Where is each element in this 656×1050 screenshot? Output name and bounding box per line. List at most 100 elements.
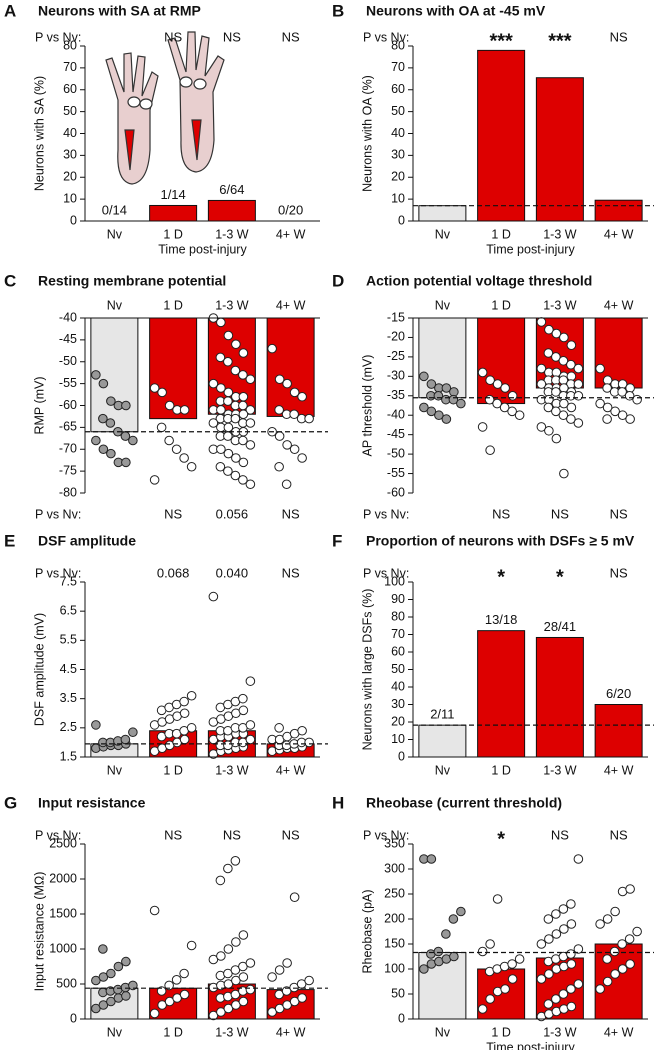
data-point xyxy=(223,431,233,441)
chart-title: Rheobase (current threshold) xyxy=(366,795,562,811)
y-tick-label: 40 xyxy=(391,679,405,693)
bar xyxy=(418,724,467,758)
data-point xyxy=(551,352,561,362)
y-tick-label: 60 xyxy=(63,82,77,96)
data-point xyxy=(171,444,182,455)
y-tick-label: -35 xyxy=(387,388,405,402)
lesion xyxy=(124,129,135,171)
data-point xyxy=(551,994,561,1004)
panel-letter: G xyxy=(4,793,17,812)
data-point xyxy=(98,378,109,389)
data-point xyxy=(179,405,190,415)
data-point xyxy=(419,964,429,974)
y-tick-label: -50 xyxy=(59,354,77,368)
data-point xyxy=(544,324,554,335)
data-point xyxy=(624,934,635,944)
data-point xyxy=(434,410,444,421)
chart-title: DSF amplitude xyxy=(38,533,136,549)
data-point xyxy=(500,383,510,393)
x-tick-label: 1 D xyxy=(163,1025,182,1039)
data-point xyxy=(297,725,307,736)
data-point xyxy=(609,946,620,957)
data-point xyxy=(536,363,547,374)
bar xyxy=(477,49,526,222)
data-point xyxy=(536,939,547,949)
data-point xyxy=(274,723,284,733)
x-axis-label: Time post-injury xyxy=(158,242,247,256)
y-tick-label: 90 xyxy=(391,592,405,606)
x-tick-label: 1 D xyxy=(491,763,510,777)
y-tick-label: 1.5 xyxy=(60,749,77,763)
data-point xyxy=(156,422,167,433)
y-tick-label: 2.5 xyxy=(60,720,77,734)
pad xyxy=(179,76,193,88)
data-point xyxy=(536,379,547,389)
data-point xyxy=(238,996,249,1007)
data-point xyxy=(282,440,292,450)
data-point xyxy=(245,720,256,730)
x-tick-label: 1-3 W xyxy=(543,1025,577,1039)
y-tick-label: 50 xyxy=(63,104,77,118)
data-point xyxy=(625,959,635,969)
data-point xyxy=(558,989,569,999)
significance: 0.040 xyxy=(216,565,249,580)
p-label: P vs Nv: xyxy=(35,828,81,842)
value-label: 1/14 xyxy=(160,187,185,202)
data-point xyxy=(419,402,429,413)
data-point xyxy=(543,348,554,358)
y-axis-label: AP threshold (mV) xyxy=(360,355,374,457)
data-point xyxy=(223,863,233,874)
significance: 0.056 xyxy=(216,506,249,521)
data-point xyxy=(507,406,517,417)
data-point xyxy=(297,453,307,463)
y-tick-label: 6.5 xyxy=(60,603,77,617)
x-tick-label: 1-3 W xyxy=(215,1025,249,1039)
value-label: 6/64 xyxy=(219,182,244,197)
y-axis-label: DSF amplitude (mV) xyxy=(32,613,46,726)
significance: NS xyxy=(282,827,300,842)
data-point xyxy=(106,968,116,979)
y-axis-label: Input resistance (MΩ) xyxy=(32,872,46,992)
data-point xyxy=(238,391,249,402)
data-point xyxy=(91,435,101,446)
data-point xyxy=(543,402,554,413)
data-point xyxy=(216,383,226,393)
data-point xyxy=(595,363,605,374)
data-point xyxy=(492,398,502,409)
y-tick-label: 0 xyxy=(70,213,77,227)
y-tick-label: -45 xyxy=(387,427,405,441)
x-axis-label: Time post-injury xyxy=(486,1040,575,1050)
data-point xyxy=(632,394,642,405)
data-point xyxy=(448,914,459,924)
significance: NS xyxy=(610,827,628,842)
y-tick-label: -40 xyxy=(387,408,405,422)
data-point xyxy=(149,1008,160,1019)
data-point xyxy=(230,413,241,424)
data-point xyxy=(267,972,277,982)
x-tick-label: Nv xyxy=(107,298,123,312)
panel-letter: C xyxy=(4,271,16,290)
significance: * xyxy=(497,828,505,850)
data-point xyxy=(426,406,437,417)
data-point xyxy=(164,400,175,411)
x-tick-label: 1-3 W xyxy=(215,227,249,241)
data-point xyxy=(559,468,569,479)
data-point xyxy=(441,929,451,939)
y-tick-label: 60 xyxy=(391,82,405,96)
y-tick-label: 2000 xyxy=(49,871,77,885)
y-tick-label: -30 xyxy=(387,369,405,383)
data-point xyxy=(164,980,174,991)
data-point xyxy=(245,418,256,428)
y-tick-label: 500 xyxy=(56,976,77,990)
significance: NS xyxy=(223,827,241,842)
y-tick-label: 0 xyxy=(398,749,405,763)
data-point xyxy=(573,363,584,374)
data-point xyxy=(128,980,138,991)
y-tick-label: 70 xyxy=(391,627,405,641)
data-point xyxy=(551,929,562,939)
data-point xyxy=(230,470,241,481)
data-point xyxy=(223,448,234,459)
data-point xyxy=(426,379,437,389)
data-point xyxy=(304,413,314,424)
data-point xyxy=(282,958,292,968)
